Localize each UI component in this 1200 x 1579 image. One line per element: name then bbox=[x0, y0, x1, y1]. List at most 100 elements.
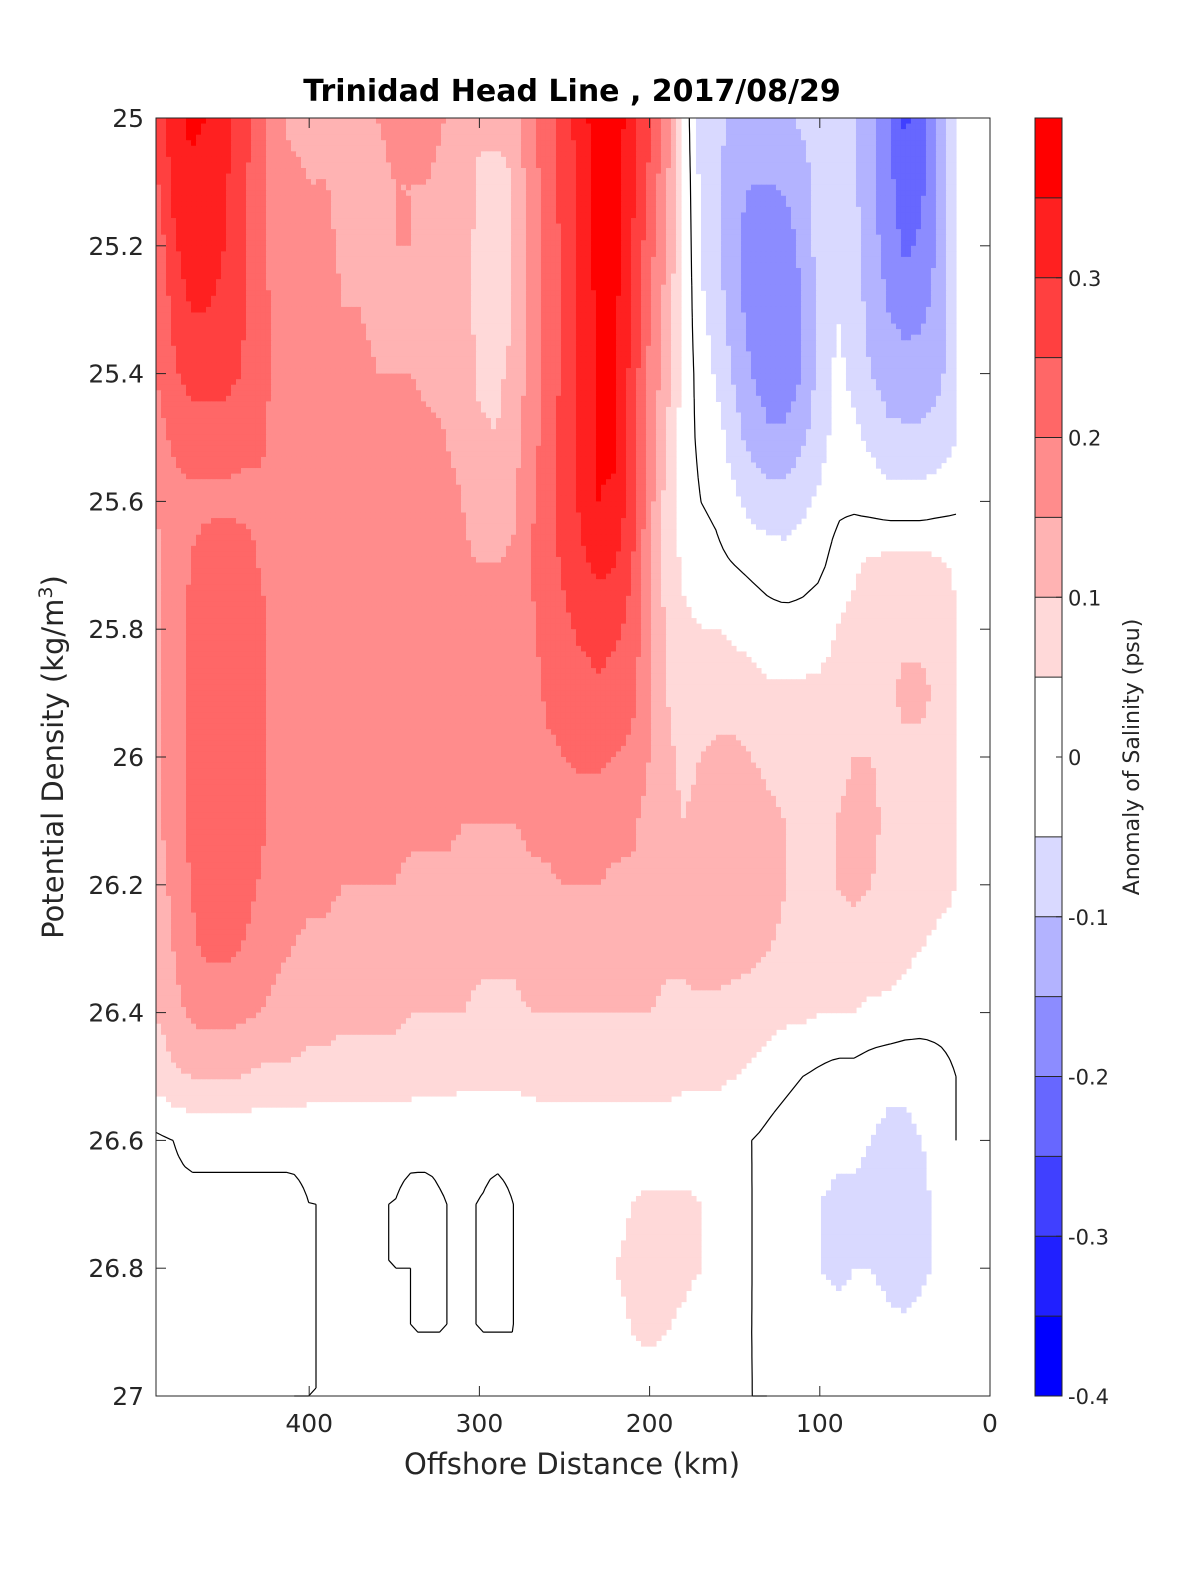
contour-cell bbox=[156, 135, 162, 141]
contour-cell bbox=[256, 235, 262, 241]
contour-cell bbox=[631, 146, 637, 152]
contour-cell bbox=[376, 135, 382, 141]
contour-cell bbox=[646, 290, 652, 296]
contour-cell bbox=[396, 207, 402, 213]
contour-cell bbox=[521, 185, 527, 191]
contour-cell bbox=[511, 251, 517, 257]
contour-cell bbox=[396, 285, 402, 291]
contour-cell bbox=[396, 135, 402, 141]
contour-cell bbox=[601, 224, 607, 230]
contour-cell bbox=[796, 196, 802, 202]
contour-cell bbox=[446, 118, 452, 124]
contour-cell bbox=[826, 201, 832, 207]
contour-cell bbox=[341, 124, 347, 130]
contour-cell bbox=[711, 129, 717, 135]
contour-cell bbox=[511, 262, 517, 268]
contour-cell bbox=[791, 235, 797, 241]
contour-cell bbox=[916, 274, 922, 280]
contour-cell bbox=[366, 268, 372, 274]
contour-cell bbox=[236, 279, 242, 285]
contour-cell bbox=[351, 218, 357, 224]
contour-cell bbox=[401, 135, 407, 141]
contour-cell bbox=[306, 162, 312, 168]
contour-cell bbox=[356, 279, 362, 285]
contour-cell bbox=[566, 201, 572, 207]
contour-cell bbox=[771, 268, 777, 274]
contour-cell bbox=[416, 268, 422, 274]
contour-cell bbox=[441, 135, 447, 141]
contour-cell bbox=[361, 118, 367, 124]
contour-cell bbox=[471, 212, 477, 218]
contour-cell bbox=[486, 268, 492, 274]
contour-cell bbox=[586, 229, 592, 235]
contour-cell bbox=[651, 224, 657, 230]
contour-cell bbox=[371, 201, 377, 207]
contour-cell bbox=[481, 196, 487, 202]
contour-cell bbox=[306, 279, 312, 285]
contour-cell bbox=[821, 290, 827, 296]
contour-cell bbox=[176, 224, 182, 230]
contour-cell bbox=[421, 168, 427, 174]
contour-cell bbox=[546, 229, 552, 235]
contour-cell bbox=[716, 257, 722, 263]
contour-cell bbox=[656, 146, 662, 152]
contour-cell bbox=[701, 229, 707, 235]
contour-cell bbox=[786, 140, 792, 146]
contour-cell bbox=[281, 118, 287, 124]
contour-cell bbox=[311, 251, 317, 257]
contour-cell bbox=[286, 240, 292, 246]
contour-cell bbox=[526, 262, 532, 268]
contour-cell bbox=[536, 168, 542, 174]
contour-cell bbox=[441, 285, 447, 291]
contour-cell bbox=[701, 118, 707, 124]
contour-cell bbox=[711, 212, 717, 218]
contour-cell bbox=[936, 129, 942, 135]
contour-cell bbox=[411, 224, 417, 230]
contour-cell bbox=[181, 229, 187, 235]
contour-cell bbox=[851, 251, 857, 257]
contour-cell bbox=[286, 235, 292, 241]
contour-cell bbox=[356, 218, 362, 224]
contour-cell bbox=[551, 207, 557, 213]
contour-cell bbox=[376, 124, 382, 130]
contour-cell bbox=[186, 285, 192, 291]
contour-cell bbox=[246, 290, 252, 296]
contour-cell bbox=[221, 140, 227, 146]
contour-cell bbox=[186, 229, 192, 235]
contour-cell bbox=[896, 146, 902, 152]
contour-cell bbox=[801, 285, 807, 291]
contour-cell bbox=[576, 124, 582, 130]
contour-cell bbox=[256, 185, 262, 191]
contour-cell bbox=[426, 207, 432, 213]
contour-cell bbox=[736, 179, 742, 185]
contour-cell bbox=[551, 179, 557, 185]
contour-cell bbox=[296, 290, 302, 296]
contour-cell bbox=[736, 251, 742, 257]
contour-cell bbox=[761, 268, 767, 274]
contour-cell bbox=[446, 246, 452, 252]
contour-cell bbox=[241, 257, 247, 263]
contour-cell bbox=[661, 229, 667, 235]
contour-cell bbox=[431, 135, 437, 141]
contour-cell bbox=[741, 157, 747, 163]
contour-cell bbox=[851, 179, 857, 185]
contour-cell bbox=[261, 290, 267, 296]
contour-cell bbox=[156, 274, 162, 280]
contour-cell bbox=[421, 157, 427, 163]
contour-cell bbox=[376, 290, 382, 296]
contour-cell bbox=[856, 190, 862, 196]
contour-cell bbox=[711, 268, 717, 274]
contour-cell bbox=[921, 124, 927, 130]
contour-cell bbox=[266, 201, 272, 207]
contour-cell bbox=[726, 207, 732, 213]
contour-cell bbox=[356, 212, 362, 218]
contour-cell bbox=[746, 162, 752, 168]
contour-cell bbox=[521, 246, 527, 252]
contour-cell bbox=[716, 157, 722, 163]
contour-cell bbox=[211, 257, 217, 263]
contour-cell bbox=[411, 157, 417, 163]
contour-cell bbox=[601, 135, 607, 141]
contour-cell bbox=[161, 124, 167, 130]
contour-cell bbox=[466, 290, 472, 296]
contour-cell bbox=[181, 201, 187, 207]
